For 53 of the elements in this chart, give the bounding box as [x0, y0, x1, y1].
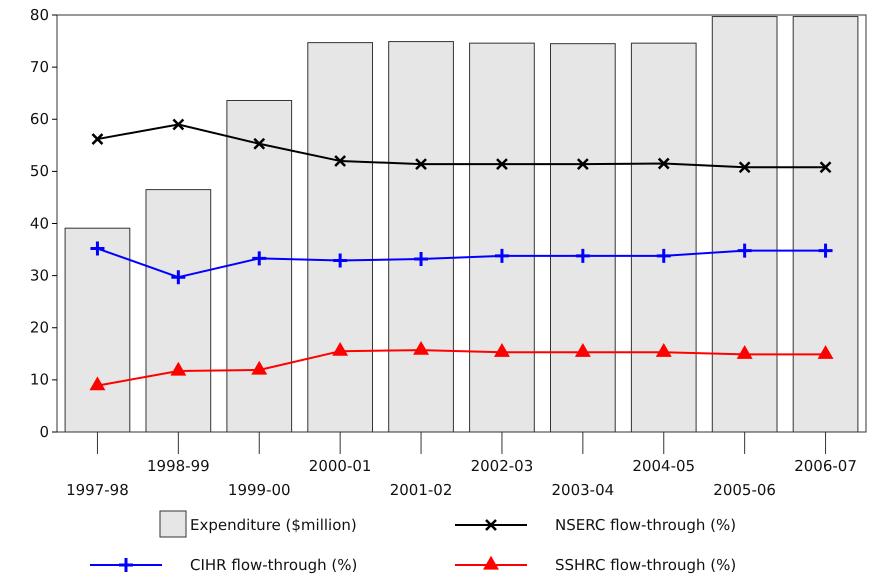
y-tick-label: 60 — [30, 110, 49, 128]
point — [172, 118, 185, 131]
point — [576, 158, 590, 170]
y-tick-label: 30 — [30, 266, 49, 284]
point — [334, 154, 346, 168]
x-tick-label: 2002-03 — [470, 457, 534, 475]
point — [414, 158, 428, 170]
point — [574, 247, 592, 264]
y-tick-label: 80 — [30, 6, 49, 24]
point — [170, 268, 187, 286]
x-tick-label: 2001-02 — [390, 481, 452, 499]
point — [413, 340, 430, 355]
legend-label: SSHRC flow-through (%) — [555, 556, 736, 574]
point — [819, 160, 832, 174]
legend-label: CIHR flow-through (%) — [190, 556, 358, 574]
point — [250, 250, 268, 267]
legend-label: NSERC flow-through (%) — [555, 516, 736, 534]
y-tick-label: 20 — [30, 318, 49, 337]
y-tick-label: 70 — [30, 58, 49, 76]
x-tick-label: 1997-98 — [66, 481, 129, 499]
legend-label: Expenditure ($million) — [190, 516, 357, 534]
point — [655, 247, 672, 264]
y-tick-label: 0 — [39, 422, 49, 441]
point — [91, 132, 104, 146]
point — [574, 343, 591, 357]
x-tick-label: 2005-06 — [713, 481, 776, 499]
point — [736, 242, 754, 260]
y-tick-label: 50 — [30, 162, 49, 180]
point — [253, 138, 266, 150]
x-tick-label: 1999-00 — [228, 481, 291, 499]
point — [656, 343, 672, 357]
point — [332, 252, 349, 270]
point — [332, 342, 348, 356]
y-tick-label: 40 — [30, 214, 49, 232]
point — [817, 242, 834, 260]
point — [494, 343, 510, 357]
point — [738, 160, 751, 174]
y-tick-label: 10 — [30, 370, 49, 389]
point — [89, 376, 106, 390]
point — [251, 360, 268, 375]
x-tick-label: 1998-99 — [147, 457, 210, 475]
x-tick-label: 2000-01 — [308, 457, 372, 475]
point — [88, 240, 106, 258]
point — [412, 250, 430, 268]
x-tick-label: 2004-05 — [632, 457, 696, 475]
point — [496, 158, 508, 170]
point — [818, 345, 834, 359]
point — [658, 157, 670, 170]
x-tick-label: 2006-07 — [794, 457, 857, 475]
point — [170, 362, 186, 376]
point — [736, 345, 753, 359]
x-tick-label: 2003-04 — [552, 481, 614, 499]
point — [493, 247, 510, 264]
